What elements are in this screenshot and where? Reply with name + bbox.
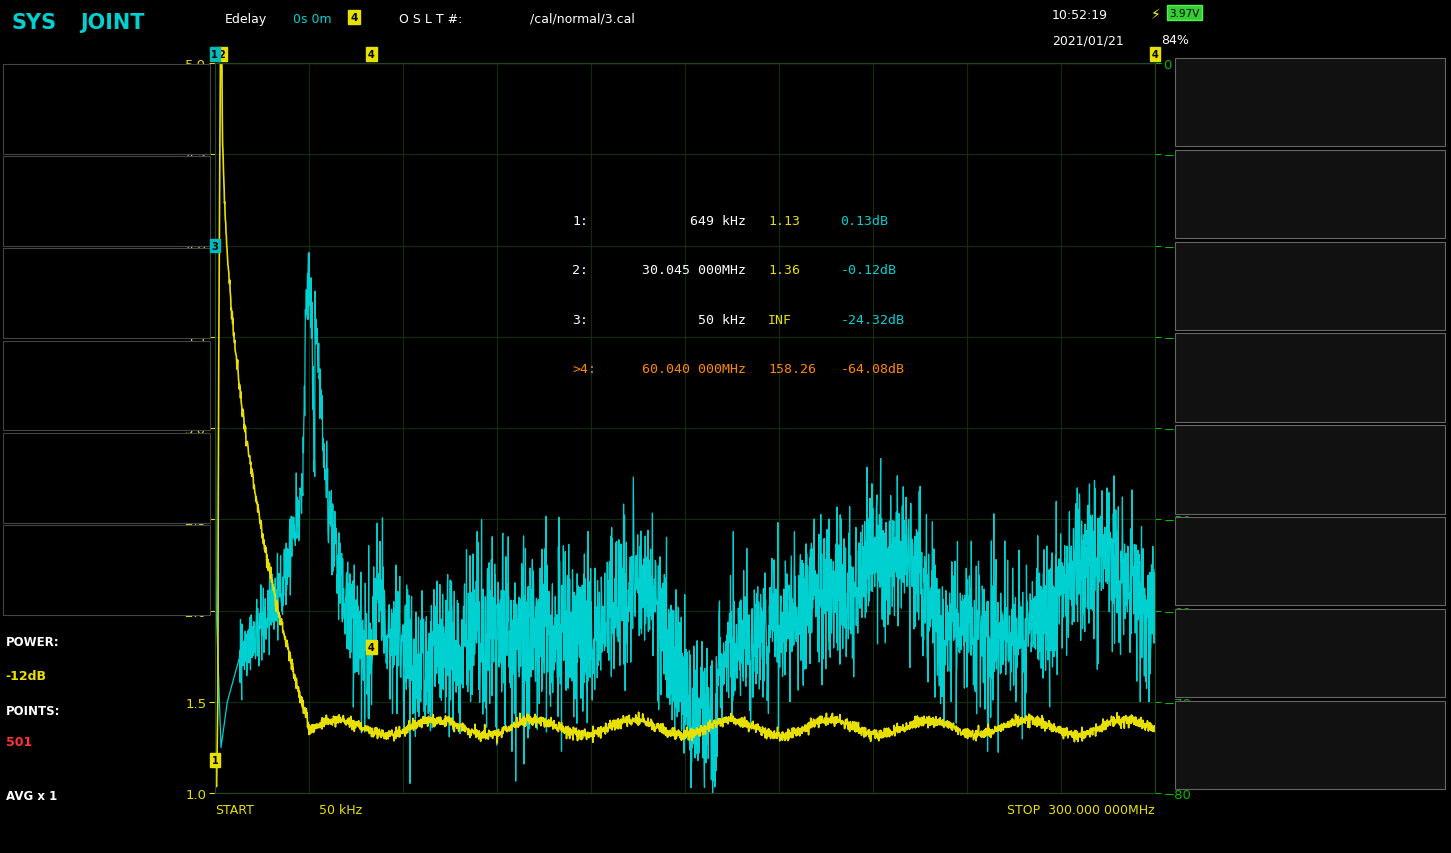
Text: 2:: 2: — [572, 264, 588, 277]
Text: AVG x 1: AVG x 1 — [6, 789, 57, 802]
Text: 3:: 3: — [572, 313, 588, 327]
Text: 文件保存: 文件保存 — [1294, 645, 1326, 658]
Text: 保存 3: 保存 3 — [1296, 355, 1325, 368]
Text: 史密斯: 史密斯 — [9, 281, 29, 293]
Text: 1: 1 — [212, 756, 218, 765]
Text: STOP  300.000 000MHz: STOP 300.000 000MHz — [1007, 804, 1155, 816]
Text: 3: 3 — [212, 241, 218, 252]
Text: 4: 4 — [369, 642, 374, 653]
Text: 90°/Div: 90°/Div — [9, 398, 52, 411]
Text: 4: 4 — [369, 49, 374, 60]
Text: 保存 2: 保存 2 — [1296, 263, 1325, 276]
Text: tr1:  S11: tr1: S11 — [9, 71, 67, 84]
Text: 1:NULL: 1:NULL — [9, 465, 51, 478]
Text: 84%: 84% — [1161, 34, 1188, 47]
Text: 3.97V: 3.97V — [1170, 9, 1200, 19]
Text: -24.32dB: -24.32dB — [840, 313, 904, 327]
Text: POWER:: POWER: — [6, 635, 59, 648]
Text: POINTS:: POINTS: — [6, 704, 61, 717]
Text: SYS: SYS — [12, 13, 57, 32]
Text: 保存 0: 保存 0 — [1296, 79, 1325, 92]
Text: 保存 1: 保存 1 — [1296, 171, 1325, 184]
Text: 50K-300M: 50K-300M — [1280, 383, 1341, 396]
Text: 0.13dB: 0.13dB — [840, 214, 888, 228]
Text: 10dB/Div: 10dB/Div — [9, 214, 62, 227]
Text: JOINT: JOINT — [80, 13, 144, 32]
Text: 50 kHz: 50 kHz — [319, 804, 361, 816]
Text: 50 kHz: 50 kHz — [698, 313, 746, 327]
Text: INF: INF — [768, 313, 792, 327]
Text: 649 kHz: 649 kHz — [691, 214, 746, 228]
Text: 30.045 000MHz: 30.045 000MHz — [643, 264, 746, 277]
Text: 1: 1 — [212, 49, 218, 60]
Text: tr2:  S21: tr2: S21 — [9, 163, 67, 176]
Text: 保存 4: 保存 4 — [1296, 446, 1325, 459]
Text: 4: 4 — [350, 13, 358, 23]
Text: 50K-40M: 50K-40M — [1283, 107, 1338, 120]
Text: tr3:  S11: tr3: S11 — [9, 255, 67, 268]
Text: 1.13: 1.13 — [768, 214, 800, 228]
Text: 4: 4 — [1152, 49, 1158, 60]
Text: TDR: 70%: TDR: 70% — [9, 531, 73, 544]
Text: 501: 501 — [6, 735, 32, 748]
Text: 对数幅度: 对数幅度 — [9, 189, 36, 201]
Text: ⚡: ⚡ — [1151, 9, 1161, 22]
Text: -12dB: -12dB — [6, 670, 46, 682]
Text: 驻波比: 驻波比 — [9, 96, 29, 109]
Text: 窗口：正常: 窗口：正常 — [9, 583, 44, 595]
Text: START: START — [215, 804, 254, 816]
Text: O S L T #:: O S L T #: — [399, 13, 463, 26]
Text: 60.040 000MHz: 60.040 000MHz — [643, 363, 746, 376]
Text: 2021/01/21: 2021/01/21 — [1052, 34, 1123, 47]
Text: >4:: >4: — [572, 363, 596, 376]
Text: Edelay: Edelay — [225, 13, 267, 26]
Text: -64.08dB: -64.08dB — [840, 363, 904, 376]
Text: 0s 0m: 0s 0m — [293, 13, 332, 26]
Text: 135M-470M: 135M-470M — [1274, 474, 1347, 487]
Text: 1:: 1: — [572, 214, 588, 228]
Text: 50K-1M: 50K-1M — [1287, 200, 1333, 212]
Text: 更多: 更多 — [1302, 554, 1319, 566]
Text: R+jx: R+jx — [9, 306, 38, 319]
Text: 158.26: 158.26 — [768, 363, 815, 376]
Text: 50K-60M: 50K-60M — [1283, 291, 1338, 304]
Text: 相频图: 相频图 — [9, 373, 29, 386]
Text: 0.50/Div: 0.50/Div — [9, 122, 58, 135]
Text: 带通滤波: 带通滤波 — [9, 557, 36, 570]
Text: Ref1:: Ref1: — [9, 439, 44, 452]
Text: /cal/normal/3.cal: /cal/normal/3.cal — [530, 13, 634, 26]
Text: -0.12dB: -0.12dB — [840, 264, 897, 277]
Text: 后退: 后退 — [1302, 737, 1319, 750]
Text: 2: 2 — [219, 49, 225, 60]
Text: 1.36: 1.36 — [768, 264, 800, 277]
Text: tr4:  S11: tr4: S11 — [9, 347, 67, 360]
Text: 10:52:19: 10:52:19 — [1052, 9, 1109, 21]
